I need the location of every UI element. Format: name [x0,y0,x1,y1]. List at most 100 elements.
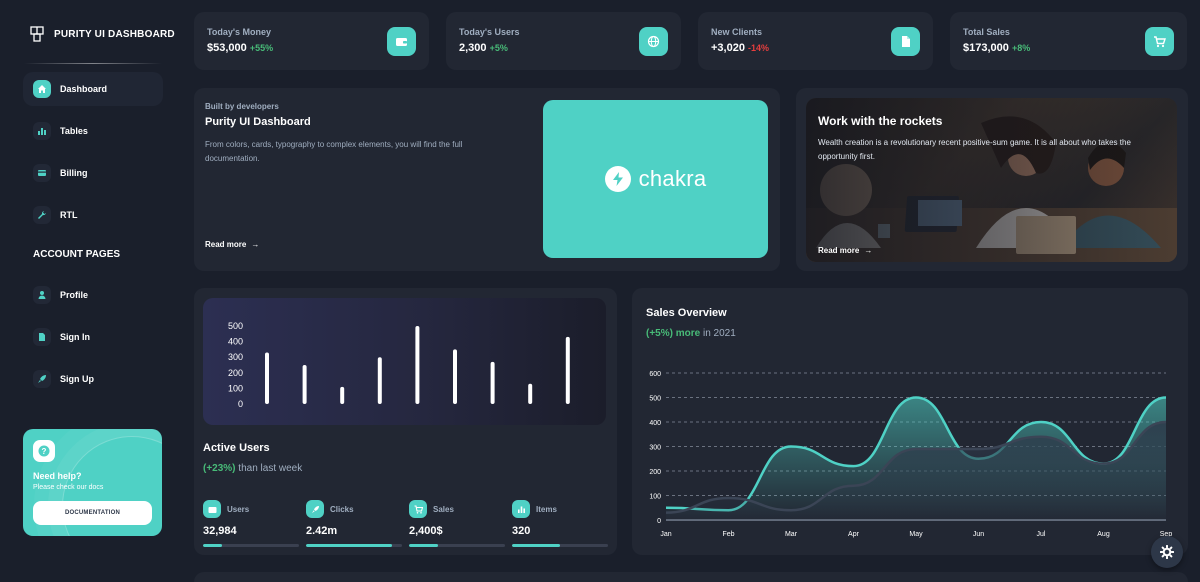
rocket-icon [33,370,51,388]
sales-overview-suffix: in 2021 [702,328,736,339]
rockets-title: Work with the rockets [818,114,943,128]
stat-label: Total Sales [963,27,1010,37]
read-more-link[interactable]: Read more → [205,240,259,249]
bar [265,352,269,404]
stat-amount: $173,000 [963,42,1009,54]
stat-change: +55% [249,43,274,53]
active-users-card: 500 400 300 200 100 0 Active Users (+23%) tha… [194,288,617,555]
metric-label: Users [227,504,250,514]
active-users-suffix: than last week [238,463,303,474]
sales-overview-title: Sales Overview [646,307,727,319]
metric-progress-fill [203,544,223,547]
x-tick-label: Sep [1160,531,1173,538]
stat-value: +3,020 -14% [711,42,769,54]
stat-value: $53,000 +55% [207,42,273,54]
metric-value: 32,984 [203,525,237,537]
y-tick-label: 0 [657,518,661,525]
sidebar-item-profile[interactable]: Profile [23,278,163,312]
active-users-bar-chart: 500 400 300 200 100 0 [203,298,606,425]
question-icon: ? [33,440,55,462]
metric-items: Items 320 [512,500,608,547]
bar-chart-svg: 500 400 300 200 100 0 [228,321,570,409]
rocket-icon [306,500,324,518]
chakra-banner: chakra [543,100,768,258]
bar [302,365,307,404]
active-users-title: Active Users [203,442,270,454]
wallet-icon [387,27,416,56]
sidebar-item-label: RTL [60,210,78,220]
cart-icon [409,500,427,518]
rockets-card: Work with the rockets Wealth creation is… [796,88,1188,271]
metric-progress-fill [409,544,438,547]
metric-value: 2,400$ [409,525,443,537]
wallet-icon [203,500,221,518]
sidebar-item-billing[interactable]: Billing [23,156,163,190]
stat-amount: $53,000 [207,42,247,54]
metric-head: Items [512,500,608,518]
bar [565,336,570,404]
series-primary-line [665,396,1167,512]
arrow-right-icon: → [864,246,873,255]
help-title: Need help? [33,471,82,481]
stat-value: $173,000 +8% [963,42,1030,54]
credit-card-icon [33,164,51,182]
read-more-label: Read more [205,240,247,249]
wrench-icon [33,206,51,224]
metric-clicks: Clicks 2.42m [306,500,402,547]
metric-progress-fill [512,544,560,547]
document-icon [891,27,920,56]
y-tick-label: 300 [649,445,661,452]
stat-amount: +3,020 [711,42,745,54]
metric-label: Items [536,504,557,514]
y-tick-label: 500 [649,396,661,403]
bar [377,357,382,404]
bar [528,383,533,404]
sidebar-item-sign-in[interactable]: Sign In [23,320,163,354]
chakra-wordmark: chakra [638,166,707,191]
metric-progress-track [203,544,299,547]
bottom-card-edge [194,572,1188,582]
stat-label: Today's Money [207,27,271,37]
metric-progress-track [306,544,402,547]
y-tick-label: 400 [649,420,661,427]
y-tick-label: 0 [238,399,243,409]
x-tick-label: Apr [848,531,860,538]
sidebar-item-sign-up[interactable]: Sign Up [23,362,163,396]
sales-overview-card: 600 500 400 300 200 100 0 Jan Feb Mar Apr May Jun Jul… [632,288,1188,555]
stat-change: +8% [1011,43,1031,53]
sidebar-item-dashboard[interactable]: Dashboard [23,72,163,106]
built-label: Built by developers [205,102,279,111]
chakra-logo-icon [604,166,631,192]
y-tick-label: 600 [649,371,661,378]
bar-chart-icon [33,122,51,140]
stat-card-sales: Total Sales $173,000 +8% [950,12,1187,70]
sidebar-item-label: Dashboard [60,84,108,94]
metric-label: Sales [433,504,454,514]
read-more-link[interactable]: Read more → [818,246,872,255]
settings-button[interactable] [1151,536,1183,568]
stat-change: -14% [748,43,770,53]
brand[interactable]: PURITY UI DASHBOARD [30,26,175,42]
sidebar: PURITY UI DASHBOARD Dashboard Tables Bil… [0,0,185,582]
stat-label: Today's Users [459,27,520,37]
stat-amount: 2,300 [459,42,487,54]
sidebar-item-label: Billing [60,168,88,178]
documentation-button[interactable]: DOCUMENTATION [33,501,152,525]
svg-text:?: ? [42,447,47,456]
team-photo: Work with the rockets Wealth creation is… [806,98,1177,262]
bar [490,361,495,404]
metric-progress-track [512,544,608,547]
rockets-description: Wealth creation is a revolutionary recen… [818,138,1131,161]
metric-head: Clicks [306,500,402,518]
gear-icon [1160,545,1174,559]
metric-sales: Sales 2,400$ [409,500,505,547]
sidebar-item-label: Tables [60,126,88,136]
metric-value: 320 [512,525,531,537]
sidebar-item-tables[interactable]: Tables [23,114,163,148]
stat-card-users: Today's Users 2,300 +5% [446,12,681,70]
sidebar-item-rtl[interactable]: RTL [23,198,163,232]
y-tick-label: 100 [649,494,661,501]
y-tick-label: 400 [228,337,243,347]
help-subtitle: Please check our docs [33,484,104,491]
document-icon [33,328,51,346]
